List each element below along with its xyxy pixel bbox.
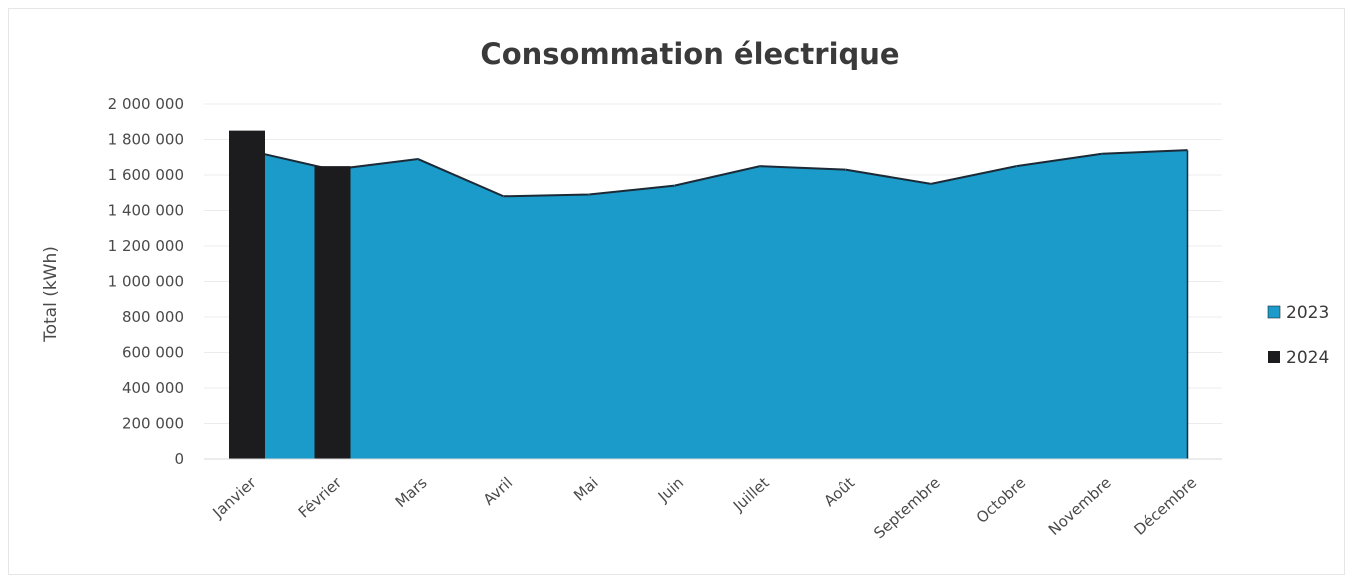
- x-tick-label: Août: [820, 474, 858, 511]
- area-point-Juillet: [759, 165, 761, 167]
- area-point-Août: [845, 169, 846, 171]
- chart-title: Consommation électrique: [480, 37, 899, 71]
- y-tick-label: 1 400 000: [108, 202, 184, 220]
- series-area-2023: [246, 149, 1189, 459]
- x-tick-label: Mai: [570, 474, 602, 505]
- y-tick-label: 800 000: [122, 308, 184, 326]
- x-tick-label: Octobre: [973, 474, 1029, 527]
- area-point-Septembre: [930, 183, 932, 185]
- y-tick-label: 1 800 000: [108, 131, 184, 149]
- bar-2024-Janvier: [229, 130, 265, 459]
- area-point-Novembre: [1101, 153, 1103, 155]
- x-tick-label: Novembre: [1045, 474, 1115, 539]
- x-tick-label: Septembre: [870, 474, 943, 543]
- area-point-Mai: [588, 194, 590, 196]
- area-point-Juin: [674, 185, 675, 187]
- y-axis-title: Total (kWh): [41, 246, 61, 343]
- y-tick-label: 1 000 000: [108, 273, 184, 291]
- y-tick-label: 1 600 000: [108, 166, 184, 184]
- x-axis-categories: Janvier Février Mars Avril Mai Juin Juillet Aoû…: [209, 473, 1201, 542]
- area-point-Décembre: [1187, 149, 1188, 151]
- x-tick-label: Janvier: [209, 473, 261, 522]
- y-tick-label: 200 000: [122, 415, 184, 433]
- series-bars-2024: [229, 130, 351, 459]
- y-tick-label: 400 000: [122, 379, 184, 397]
- legend-label-2023: 2023: [1286, 303, 1329, 323]
- y-tick-label: 0: [174, 450, 184, 468]
- bar-2024-Février: [314, 166, 351, 459]
- legend-swatch-2023: [1267, 305, 1281, 319]
- x-tick-label: Juin: [654, 474, 687, 507]
- area-point-Avril: [503, 195, 504, 197]
- y-tick-label: 2 000 000: [108, 95, 184, 113]
- area-line-2023: [246, 149, 1188, 198]
- area-point-Mars: [417, 158, 419, 160]
- legend-label-2024: 2024: [1286, 348, 1329, 368]
- y-tick-label: 600 000: [122, 344, 184, 362]
- legend-swatch-2024: [1268, 351, 1280, 363]
- x-tick-label: Mars: [392, 473, 431, 511]
- y-axis-ticks: 0 200 000 400 000 600 000 800 000 1 000 000 1 …: [108, 95, 184, 468]
- x-tick-label: Avril: [480, 474, 516, 509]
- area-point-Octobre: [1016, 165, 1017, 167]
- x-tick-label: Décembre: [1131, 474, 1201, 539]
- area-fill-2023: [247, 150, 1188, 459]
- y-tick-label: 1 200 000: [108, 237, 184, 255]
- x-tick-label: Juillet: [729, 474, 773, 516]
- x-tick-label: Février: [295, 473, 346, 521]
- legend: 2023 2024: [1267, 303, 1329, 368]
